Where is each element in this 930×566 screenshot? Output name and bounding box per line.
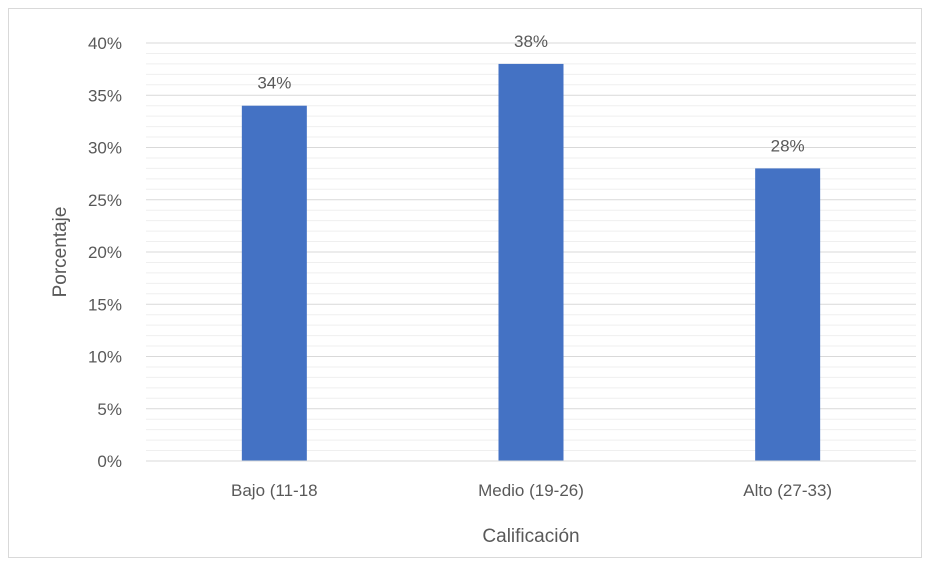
bar — [241, 105, 307, 461]
y-tick-label: 35% — [88, 86, 122, 105]
bars — [241, 63, 821, 462]
y-tick-label: 10% — [88, 348, 122, 367]
bar-data-label: 34% — [257, 74, 291, 93]
y-tick-label: 40% — [88, 34, 122, 53]
bar — [498, 63, 564, 462]
y-tick-label: 0% — [97, 452, 122, 471]
x-tick-label: Medio (19-26) — [478, 481, 584, 500]
bar-data-label: 28% — [771, 136, 805, 155]
y-axis-tick-labels: 0% 5% 10% 15% 20% 25% 30% 35% 40% — [88, 34, 122, 471]
data-labels: 34% 38% 28% — [257, 32, 804, 155]
y-axis-title: Porcentaje — [50, 207, 71, 298]
y-tick-label: 30% — [88, 139, 122, 158]
bar-data-label: 38% — [514, 32, 548, 51]
x-axis-tick-labels: Bajo (11-18 Medio (19-26) Alto (27-33) — [231, 481, 832, 500]
x-axis-title: Calificación — [482, 526, 579, 547]
x-tick-label: Alto (27-33) — [743, 481, 832, 500]
y-tick-label: 20% — [88, 243, 122, 262]
bar — [755, 168, 821, 461]
y-tick-label: 25% — [88, 191, 122, 210]
y-tick-label: 5% — [97, 400, 122, 419]
x-tick-label: Bajo (11-18 — [231, 481, 318, 500]
y-tick-label: 15% — [88, 295, 122, 314]
